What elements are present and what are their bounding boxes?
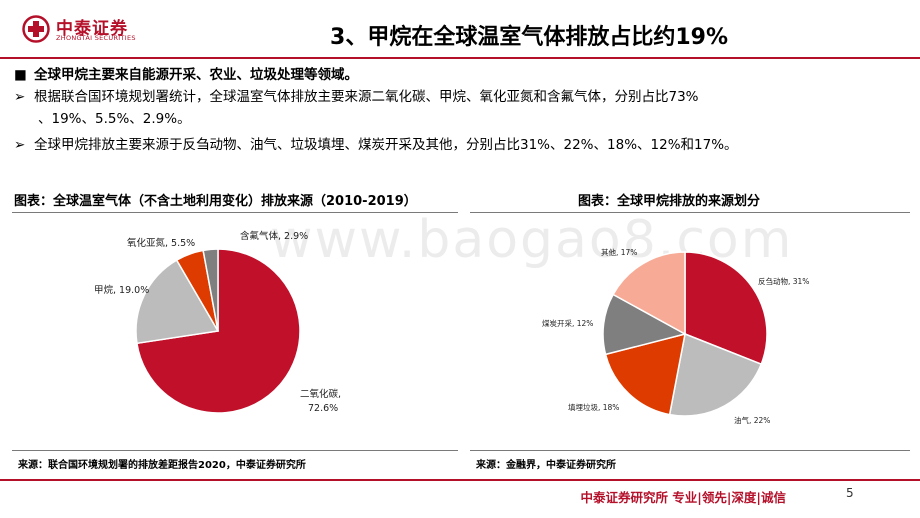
figure2-title: 图表：全球甲烷排放的来源划分 [578,194,761,209]
square-bullet-icon: ■ [14,67,27,83]
chart1-slice-2 [135,259,220,345]
chart1-slice-label-2: 甲烷, 19.0% [94,284,149,296]
chart1-slice-label-4: 含氟气体, 2.9% [240,230,308,242]
title-divider [0,57,920,59]
figure1-title: 图表：全球温室气体（不含土地利用变化）排放来源（2010-2019） [14,194,417,209]
company-logo-icon [22,15,50,43]
arrow-bullet-icon: ➢ [14,89,26,105]
figure2-source-divider [470,450,910,451]
chart2-slice-label-5: 其他, 17% [601,247,637,257]
chart2-slice-label-1: 反刍动物, 31% [758,276,809,286]
bullet-text: 全球甲烷排放主要来源于反刍动物、油气、垃圾填埋、煤炭开采及其他，分别占比31%、… [34,137,738,153]
chart1-slice-label-1-line1: 二氧化碳, [300,388,341,400]
chart2-slice-5 [612,251,686,336]
chart2-slice-label-3: 填埋垃圾, 18% [568,402,619,412]
bullet-item-ghg-continued: 、19%、5.5%、2.9%。 [38,111,191,127]
chart2-slice-3 [604,332,686,416]
bullet-text: 根据联合国环境规划署统计，全球温室气体排放主要来源二氧化碳、甲烷、氧化亚氮和含氟… [34,89,699,105]
bullet-item-ghg: ➢ 根据联合国环境规划署统计，全球温室气体排放主要来源二氧化碳、甲烷、氧化亚氮和含… [14,86,699,108]
chart1-slice-label-3: 氧化亚氮, 5.5% [127,237,195,249]
footer-divider [0,479,920,481]
figure1-source-divider [12,450,458,451]
company-logo-name: 中泰证券 [56,19,128,39]
bullet-item-methane: ➢ 全球甲烷排放主要来源于反刍动物、油气、垃圾填埋、煤炭开采及其他，分别占比31%… [14,134,738,156]
figure1-divider [12,212,458,213]
arrow-bullet-icon: ➢ [14,137,26,153]
figure1-source: 来源：联合国环境规划署的排放差距报告2020，中泰证券研究所 [18,460,306,471]
bullet-text: 全球甲烷主要来自能源开采、农业、垃圾处理等领域。 [34,67,358,83]
company-logo-subtitle: ZHONGTAI SECURITIES [56,34,136,42]
chart2-slice-2 [668,332,763,417]
page-title: 3、甲烷在全球温室气体排放占比约19% [330,25,728,50]
page-number: 5 [846,486,854,500]
figure2-divider [470,212,910,213]
chart2-slice-1 [684,251,768,366]
chart2-slice-label-2: 油气, 22% [734,415,770,425]
chart1-slice-label-1-line2: 72.6% [308,403,338,414]
figure2-source: 来源：金融界，中泰证券研究所 [476,460,616,471]
chart1-slice-4 [202,248,219,332]
bullet-item-main: ■ 全球甲烷主要来自能源开采、农业、垃圾处理等领域。 [14,64,358,86]
chart2-slice-4 [602,293,688,356]
chart2-slice-label-4: 煤炭开采, 12% [542,318,593,328]
footer-text: 中泰证券研究所 专业|领先|深度|诚信 [580,490,786,505]
